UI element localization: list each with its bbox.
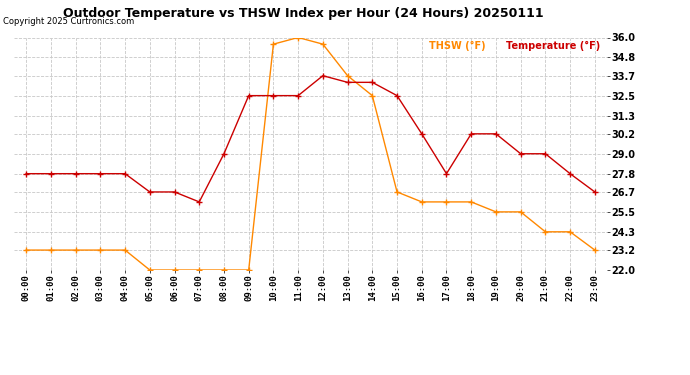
Text: Copyright 2025 Curtronics.com: Copyright 2025 Curtronics.com — [3, 17, 135, 26]
Text: Temperature (°F): Temperature (°F) — [506, 41, 600, 51]
Text: Outdoor Temperature vs THSW Index per Hour (24 Hours) 20250111: Outdoor Temperature vs THSW Index per Ho… — [63, 8, 544, 21]
Text: THSW (°F): THSW (°F) — [429, 41, 486, 51]
